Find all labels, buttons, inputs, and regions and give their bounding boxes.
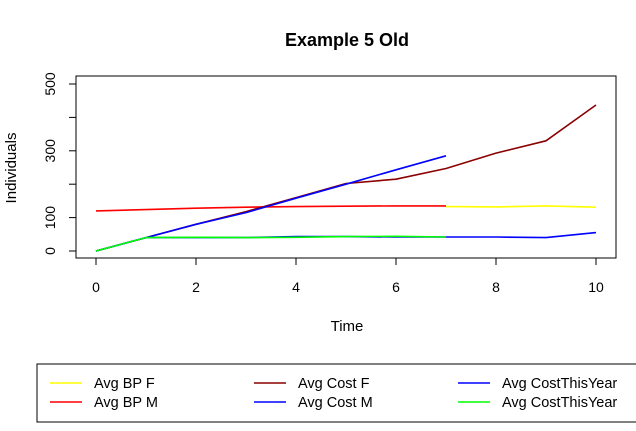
legend-label: Avg CostThisYear bbox=[502, 395, 617, 411]
y-axis: 0 100 300 500 bbox=[42, 72, 77, 255]
x-tick-label: 10 bbox=[588, 279, 604, 295]
series-line-6 bbox=[95, 235, 447, 252]
y-tick-label: 500 bbox=[42, 72, 58, 96]
series-line-5 bbox=[95, 231, 597, 252]
legend-label: Avg CostThisYear bbox=[502, 376, 617, 392]
legend-label: Avg BP M bbox=[94, 395, 158, 411]
series-line-2 bbox=[95, 205, 446, 212]
series-line-1 bbox=[445, 205, 597, 208]
chart-title: Example 5 Old bbox=[285, 30, 409, 50]
legend-label: Avg Cost F bbox=[298, 376, 370, 392]
legend-label: Avg Cost M bbox=[298, 395, 373, 411]
legend-box bbox=[36, 363, 636, 423]
series-lines bbox=[95, 104, 597, 252]
x-tick-label: 2 bbox=[192, 279, 200, 295]
series-line-4 bbox=[95, 155, 447, 252]
x-axis-title: Time bbox=[331, 318, 364, 335]
x-tick-label: 8 bbox=[492, 279, 500, 295]
x-tick-label: 6 bbox=[392, 279, 400, 295]
x-tick-label: 0 bbox=[92, 279, 100, 295]
series-line-3 bbox=[95, 104, 597, 252]
plot-frame bbox=[75, 75, 617, 259]
y-tick-label: 100 bbox=[42, 206, 58, 230]
y-axis-title: Individuals bbox=[3, 133, 20, 204]
legend: Avg BP F Avg BP M Avg Cost F Avg Cost M Avg … bbox=[36, 363, 636, 423]
y-tick-label: 0 bbox=[42, 247, 58, 255]
x-tick-label: 4 bbox=[292, 279, 300, 295]
x-axis: 0 2 4 6 8 10 bbox=[92, 257, 604, 295]
legend-label: Avg BP F bbox=[94, 376, 155, 392]
y-tick-label: 300 bbox=[42, 139, 58, 163]
